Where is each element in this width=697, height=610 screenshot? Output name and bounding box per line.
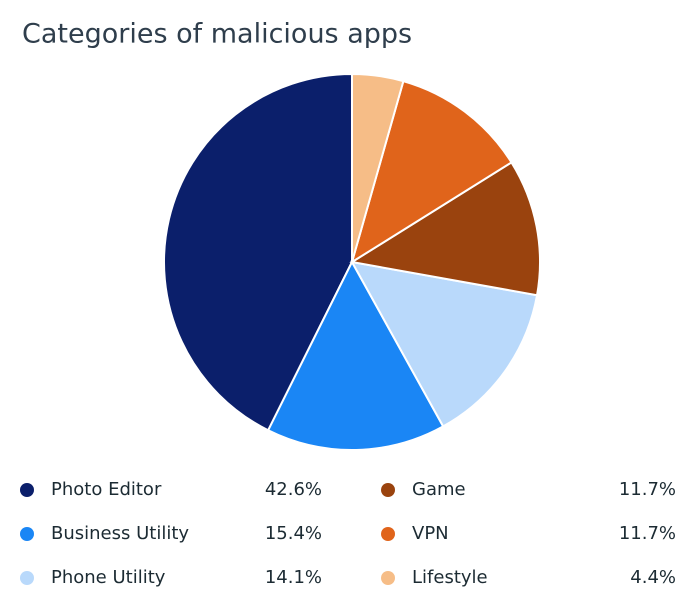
legend-value: 42.6% [265,479,322,500]
legend-label: Game [412,479,466,500]
legend-label: VPN [412,523,449,544]
legend-value: 4.4% [630,567,676,588]
legend-marker [20,527,34,541]
legend-marker [381,483,395,497]
pie-slice [350,79,513,265]
legend-label: Photo Editor [51,479,162,500]
legend-label: Phone Utility [51,567,166,588]
legend-value: 15.4% [265,523,322,544]
legend-label: Lifestyle [412,567,488,588]
legend-value: 14.1% [265,567,322,588]
pie-slice [349,161,541,297]
legend-marker [20,571,34,585]
chart-title: Categories of malicious apps [22,19,412,50]
legend-value: 11.7% [619,523,676,544]
pie-slice [350,260,539,428]
pie-slice [351,72,405,263]
legend-marker [381,571,395,585]
pie-slice [266,259,445,451]
legend-marker [20,483,34,497]
legend-marker [381,527,395,541]
legend-label: Business Utility [51,523,189,544]
pie-slice [163,72,353,432]
legend-value: 11.7% [619,479,676,500]
